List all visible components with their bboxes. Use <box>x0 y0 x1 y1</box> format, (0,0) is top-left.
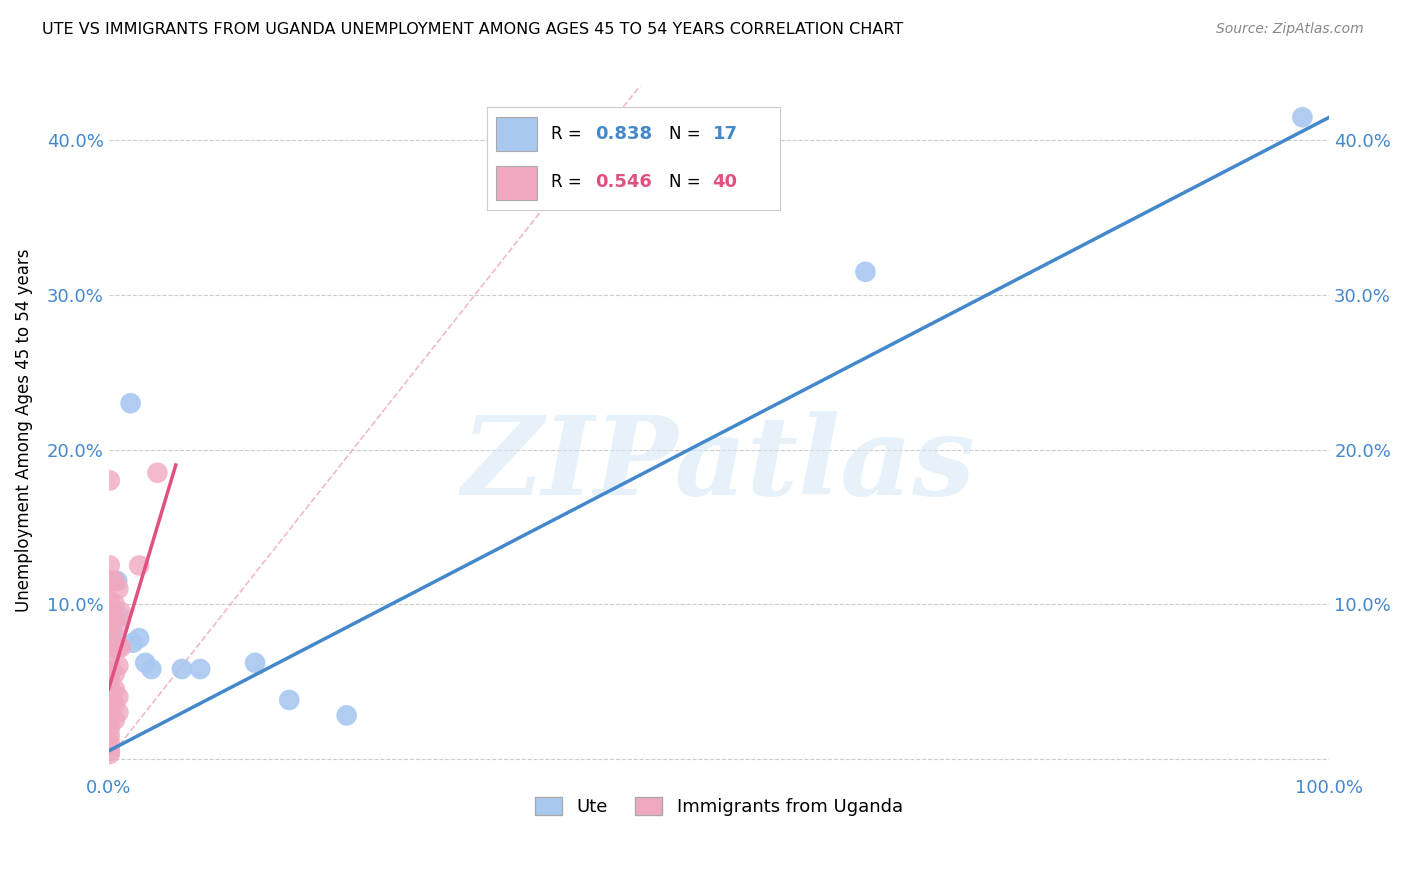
Point <box>98 558 121 573</box>
Point <box>98 690 121 704</box>
Point <box>188 662 211 676</box>
Point <box>100 605 122 619</box>
Point <box>104 613 127 627</box>
Point <box>98 666 121 681</box>
Point <box>120 396 142 410</box>
Point <box>134 656 156 670</box>
Point <box>98 739 121 754</box>
Point <box>1291 110 1313 124</box>
Point <box>104 666 127 681</box>
Point <box>98 574 121 588</box>
Point <box>104 713 127 727</box>
Point <box>243 656 266 670</box>
Point <box>98 605 121 619</box>
Point <box>108 609 131 624</box>
Text: ZIPatlas: ZIPatlas <box>463 411 976 518</box>
Point <box>110 605 132 619</box>
Point <box>98 631 121 645</box>
Point <box>98 640 121 655</box>
Point <box>104 597 127 611</box>
Point <box>98 651 121 665</box>
Point <box>98 698 121 712</box>
Point <box>107 582 129 596</box>
Point <box>98 706 121 720</box>
Point <box>105 574 128 588</box>
Point <box>98 674 121 689</box>
Point <box>98 747 121 761</box>
Point <box>128 631 150 645</box>
Point <box>107 706 129 720</box>
Point <box>107 620 129 634</box>
Text: UTE VS IMMIGRANTS FROM UGANDA UNEMPLOYMENT AMONG AGES 45 TO 54 YEARS CORRELATION: UTE VS IMMIGRANTS FROM UGANDA UNEMPLOYME… <box>42 22 904 37</box>
Point <box>170 662 193 676</box>
Point <box>107 640 129 655</box>
Point <box>141 662 163 676</box>
Point <box>104 682 127 697</box>
Point <box>98 594 121 608</box>
Point <box>98 729 121 743</box>
Point <box>336 708 359 723</box>
Point <box>98 736 121 750</box>
Point <box>110 640 132 655</box>
Legend: Ute, Immigrants from Uganda: Ute, Immigrants from Uganda <box>527 789 910 823</box>
Text: Source: ZipAtlas.com: Source: ZipAtlas.com <box>1216 22 1364 37</box>
Point <box>278 693 301 707</box>
Point <box>98 474 121 488</box>
Point <box>104 574 127 588</box>
Point <box>104 698 127 712</box>
Point <box>103 574 125 588</box>
Point <box>855 265 877 279</box>
Point <box>146 466 169 480</box>
Point <box>104 640 127 655</box>
Point <box>122 636 145 650</box>
Point <box>98 744 121 758</box>
Point <box>98 713 121 727</box>
Point <box>98 721 121 735</box>
Y-axis label: Unemployment Among Ages 45 to 54 years: Unemployment Among Ages 45 to 54 years <box>15 249 32 612</box>
Point <box>98 615 121 630</box>
Point <box>107 690 129 704</box>
Point <box>98 682 121 697</box>
Point <box>107 659 129 673</box>
Point <box>128 558 150 573</box>
Point <box>101 624 124 639</box>
